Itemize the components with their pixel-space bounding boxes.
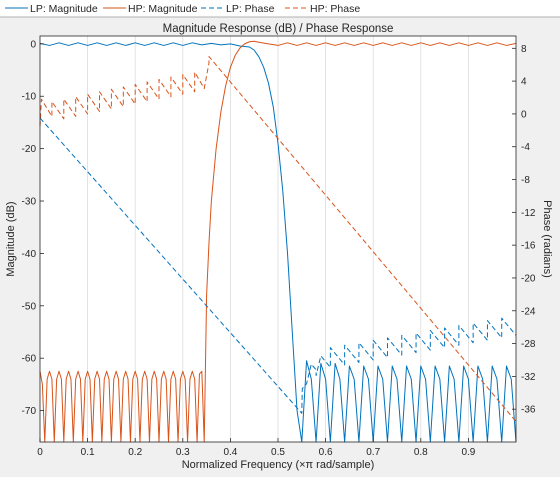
- legend-box: [0, 0, 560, 17]
- x-axis-ticks: 0 0.1 0.2 0.3 0.4 0.5 0.6 0.7 0.8 0.9: [37, 438, 476, 458]
- y2-tick-label: 0: [521, 109, 527, 120]
- y2-axis-ticks: 8 4 0 -4 -8 -12 -16 -20 -24 -28 -32 -36: [512, 44, 536, 416]
- x-tick-label: 0.7: [366, 447, 380, 458]
- series-line-hp-phase: [39, 56, 517, 422]
- legend-label: LP: Phase: [226, 3, 275, 15]
- x-axis-label: Normalized Frequency (×π rad/sample): [182, 459, 375, 471]
- x-tick-label: 0.4: [223, 447, 237, 458]
- y-tick-label: 0: [30, 39, 36, 50]
- legend[interactable]: LP: Magnitude HP: Magnitude LP: Phase HP…: [0, 0, 560, 18]
- series-line-hp-magnitude: [39, 40, 517, 443]
- chart-title: Magnitude Response (dB) / Phase Response: [163, 23, 394, 35]
- y2-tick-label: -16: [521, 241, 536, 252]
- y2-tick-label: -24: [521, 306, 536, 317]
- y2-tick-label: -8: [521, 175, 530, 186]
- y-tick-label: -30: [22, 197, 37, 208]
- x-tick-label: 0: [37, 447, 43, 458]
- y2-tick-label: -12: [521, 208, 536, 219]
- x-tick-label: 0.3: [176, 447, 190, 458]
- y2-tick-label: -32: [521, 372, 536, 383]
- legend-label: LP: Magnitude: [30, 3, 98, 15]
- x-tick-label: 0.5: [271, 447, 285, 458]
- y-tick-label: -50: [22, 301, 37, 312]
- x-tick-label: 0.2: [128, 447, 142, 458]
- y2-tick-label: -36: [521, 405, 536, 416]
- legend-label: HP: Magnitude: [128, 3, 198, 15]
- x-tick-label: 0.9: [461, 447, 475, 458]
- y-tick-label: -40: [22, 249, 37, 260]
- x-tick-label: 0.6: [319, 447, 333, 458]
- grid: [87, 36, 469, 442]
- x-tick-label: 0.8: [414, 447, 428, 458]
- y-tick-label: -60: [22, 354, 37, 365]
- y-tick-label: -70: [22, 406, 37, 417]
- y2-tick-label: -4: [521, 142, 530, 153]
- y-axis-label: Magnitude (dB): [5, 201, 17, 276]
- y2-tick-label: 4: [521, 77, 527, 88]
- y2-tick-label: -28: [521, 339, 536, 350]
- y-tick-label: -10: [22, 92, 37, 103]
- y2-axis-label: Phase (radians): [541, 200, 553, 278]
- legend-label: HP: Phase: [310, 3, 360, 15]
- legend-entry-lp-phase[interactable]: LP: Phase: [201, 3, 275, 15]
- series-line-lp-phase: [39, 117, 517, 414]
- legend-entry-hp-magnitude[interactable]: HP: Magnitude: [103, 3, 198, 15]
- legend-entry-lp-magnitude[interactable]: LP: Magnitude: [5, 3, 98, 15]
- x-tick-label: 0.1: [81, 447, 95, 458]
- legend-entry-hp-phase[interactable]: HP: Phase: [285, 3, 360, 15]
- y-tick-label: -20: [22, 144, 37, 155]
- y-axis-ticks: 0 -10 -20 -30 -40 -50 -60 -70: [22, 39, 44, 417]
- y2-tick-label: -20: [521, 273, 536, 284]
- y2-tick-label: 8: [521, 44, 527, 55]
